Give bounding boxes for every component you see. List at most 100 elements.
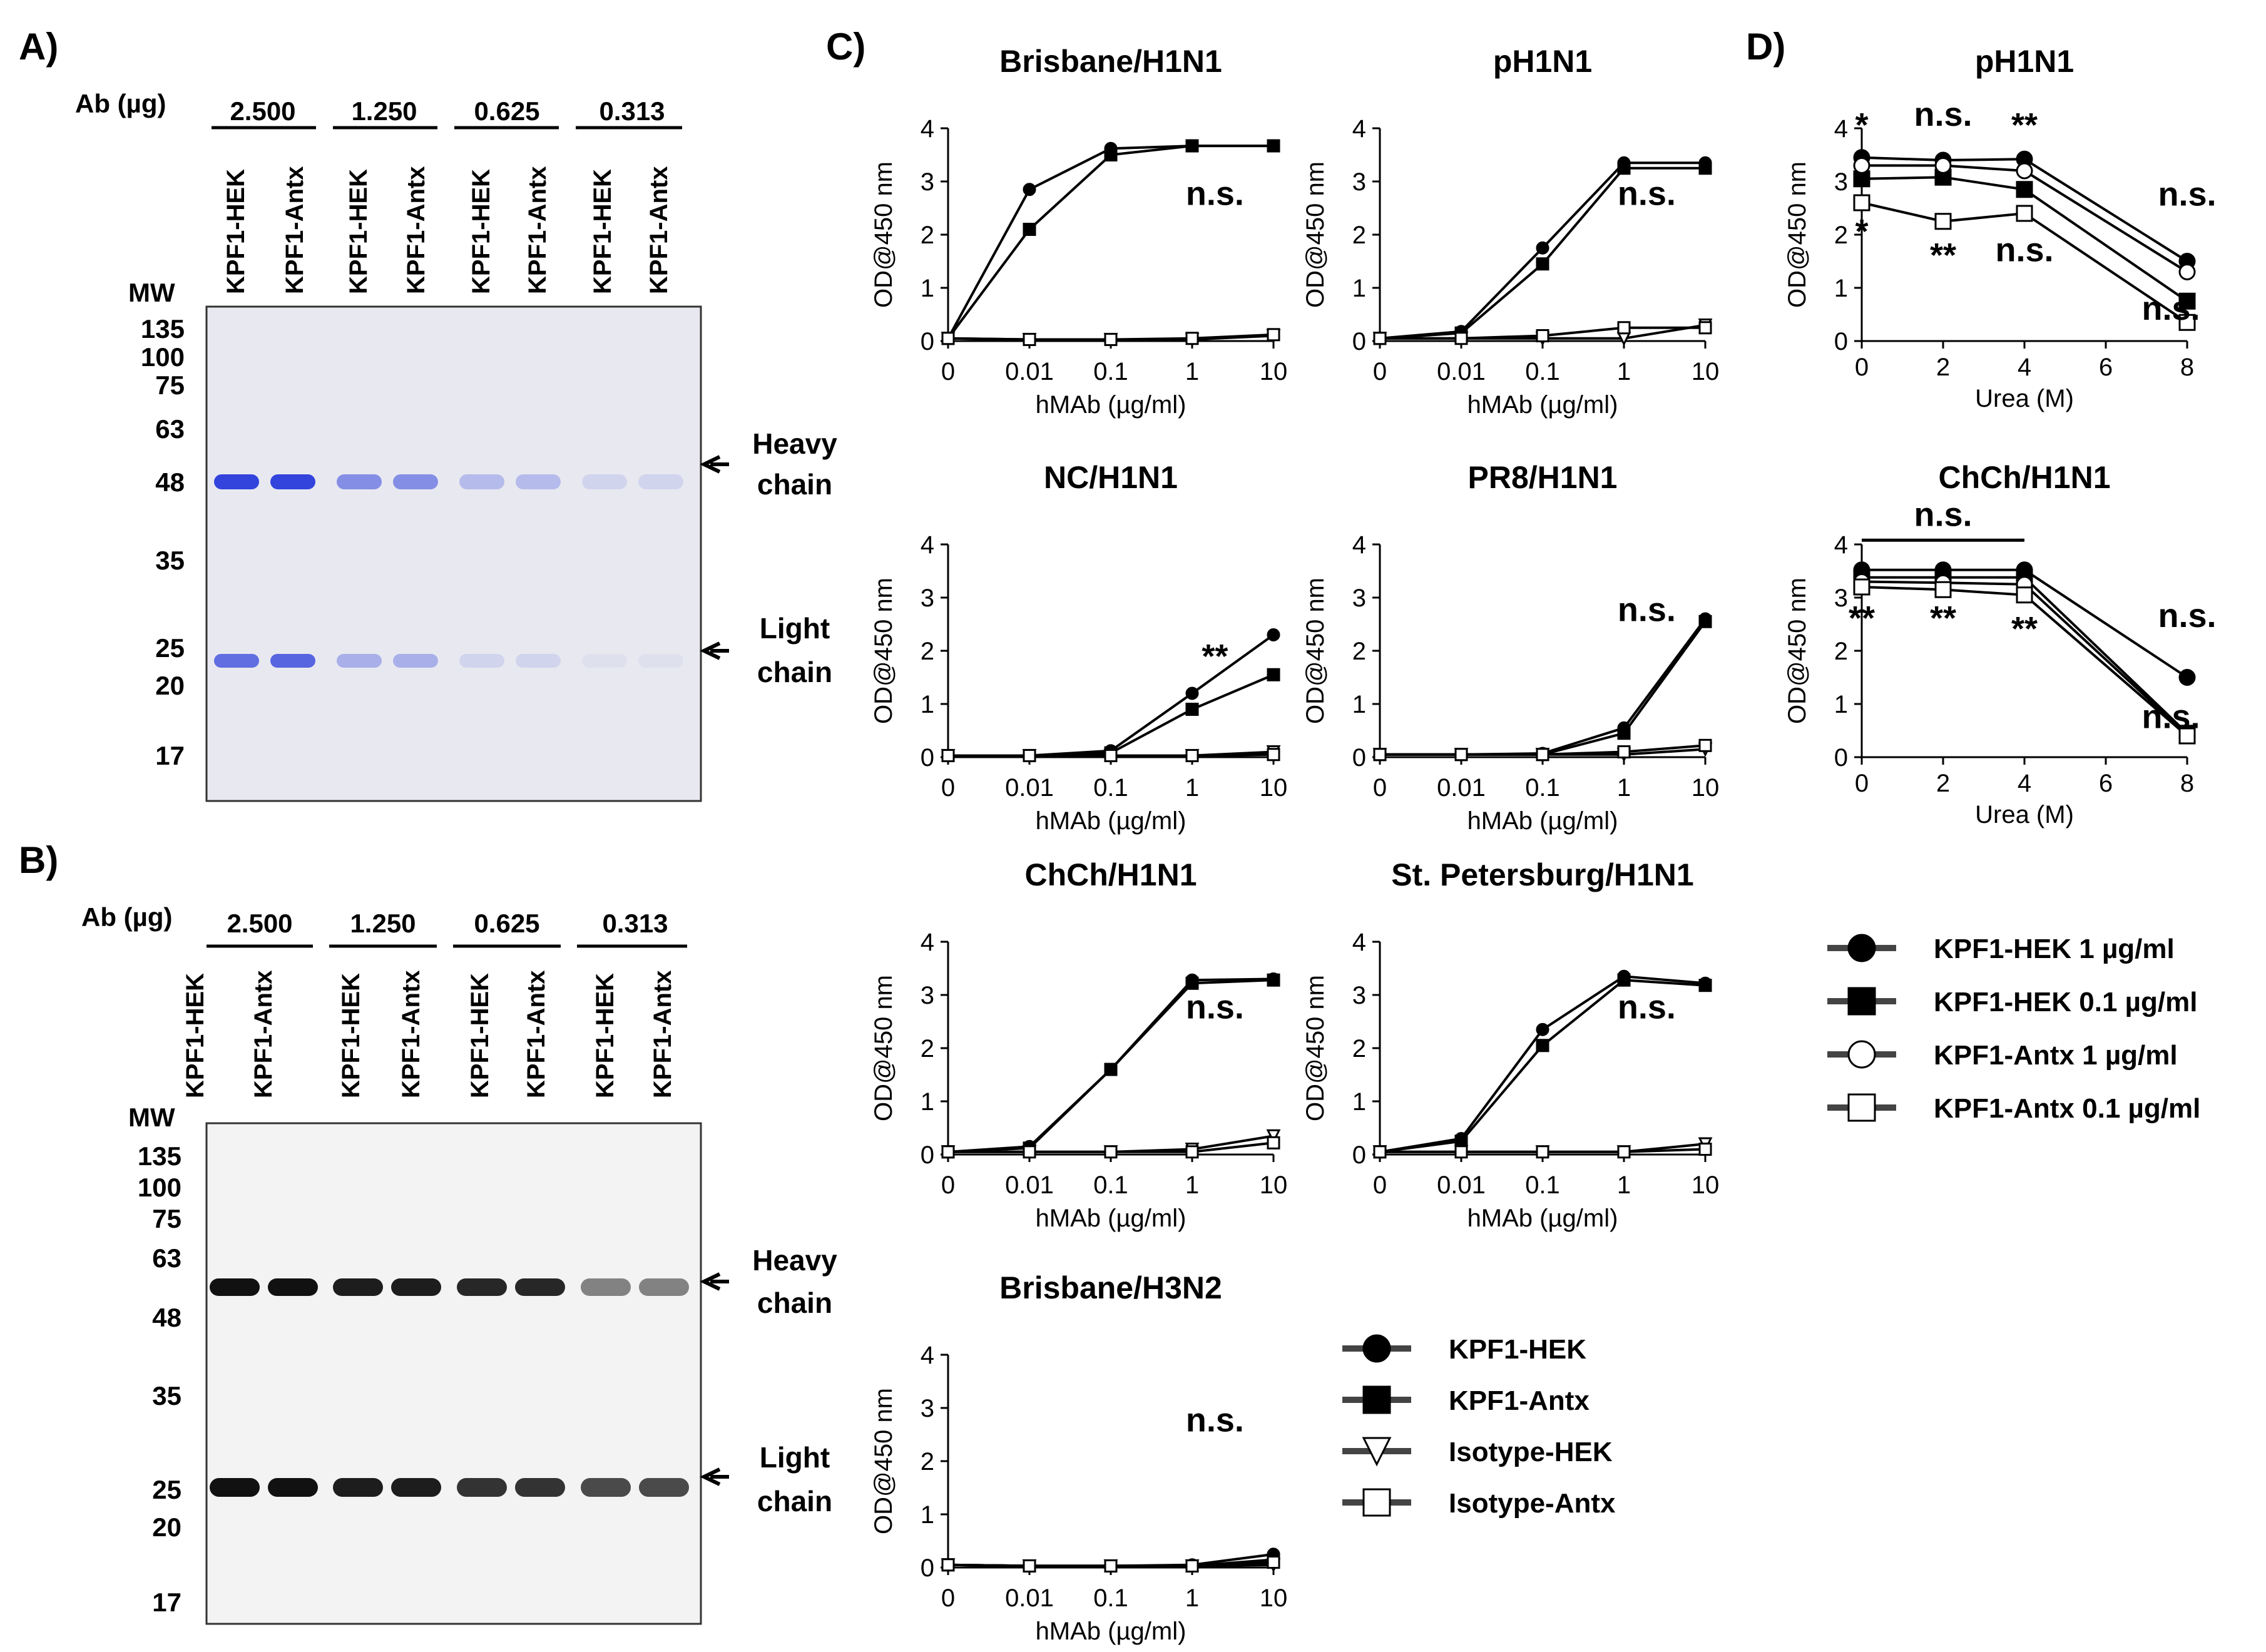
x-tick-label: 4 [2018,354,2031,381]
chart-title: ChCh/H1N1 [1938,460,2110,495]
data-point-isotype-antx [1536,329,1549,342]
gel-a-lane-label: KPF1-Antx [281,166,309,294]
annotation: ** [1849,599,1875,637]
data-point-kpf1-antx [1698,161,1712,175]
x-tick-label: 0 [941,1171,955,1199]
gel-b-light-bands [210,1478,689,1497]
data-point-isotype-antx [1023,748,1036,762]
chart-title: Brisbane/H1N1 [999,44,1222,79]
gel-b-lane-label: KPF1-HEK [466,973,494,1098]
gel-a-dose-1: 2.500 [230,96,295,126]
y-axis-label: OD@450 nm [870,161,897,308]
x-tick-label: 10 [1692,358,1720,385]
gel-a-heavy-band [459,474,504,489]
data-point-kpf1-antx-1-g-ml [1853,157,1870,174]
y-tick-label: 1 [921,1501,934,1529]
x-tick-label: 1 [1617,774,1631,802]
chart-chch-h1n1: ChCh/H1N1 0 1 2 3 4 0 0.01 0.1 1 10 hMAb (µg/ml) OD@… [870,857,1287,1232]
y-tick-label: 2 [1834,638,1848,665]
gel-a-light-band [270,654,315,668]
x-axis-label: Urea (M) [1975,801,2074,829]
x-tick-label: 6 [2099,354,2113,381]
data-point-kpf1-antx [1185,703,1199,716]
y-tick-label: 1 [921,275,934,302]
data-point-kpf1-antx-0-1-g-ml [1934,581,1952,598]
y-tick-label: 1 [1834,275,1848,302]
y-tick-label: 4 [1352,115,1366,143]
chart-urea-chch-h1n1: ChCh/H1N1 0 1 2 3 4 0 2 4 6 8 Urea (M) OD@450 nm n.s.… [1784,460,2217,829]
y-tick-label: 1 [1352,691,1366,718]
gel-a-light-band [393,654,438,668]
gel-b-heavy-label: chain [757,1287,832,1319]
data-point-kpf1-antx [1185,976,1199,990]
legend-d: KPF1-HEK 1 µg/ml KPF1-HEK 0.1 µg/ml KPF1-A… [1827,934,2200,1124]
x-axis-label: hMAb (µg/ml) [1467,391,1618,419]
data-point-isotype-antx [1373,1145,1387,1159]
gel-b: Ab (µg) 2.500 1.250 0.625 0.313 KPF1-HEK… [81,902,837,1625]
x-tick-label: 0 [941,358,955,385]
y-tick-label: 3 [1834,584,1848,612]
x-tick-label: 1 [1185,1171,1199,1199]
annotation: n.s. [2158,597,2216,635]
annotation: n.s. [1186,1401,1244,1439]
y-tick-label: 1 [1834,691,1848,718]
y-tick-label: 4 [1352,929,1366,956]
data-point-kpf1-antx [1267,973,1280,987]
x-tick-label: 0.1 [1525,1171,1560,1199]
data-point-kpf1-antx-0-1-g-ml [1853,194,1870,212]
y-tick-label: 0 [1352,1141,1366,1169]
x-tick-label: 2 [1936,770,1950,797]
data-point-isotype-antx [1454,1145,1468,1159]
data-point-kpf1-hek [1185,686,1199,700]
chart-title: Brisbane/H3N2 [999,1270,1222,1305]
x-axis-label: hMAb (µg/ml) [1467,807,1618,835]
y-tick-label: 3 [1352,982,1366,1009]
x-tick-label: 1 [1185,1584,1199,1612]
annotation: n.s. [2141,290,2200,327]
x-tick-label: 1 [1185,358,1199,385]
gel-b-lane-label: KPF1-HEK [591,973,619,1098]
gel-b-heavy-bands [210,1278,689,1296]
gel-a-lane-label: KPF1-HEK [222,169,250,294]
legend-label: KPF1-HEK 0.1 µg/ml [1934,987,2197,1017]
data-point-kpf1-hek-0-1-g-ml [2016,181,2033,198]
gel-b-heavy-band [581,1278,631,1296]
gel-a-heavy-band [337,474,382,489]
data-point-isotype-antx [1617,321,1631,335]
x-tick-label: 0.01 [1437,774,1486,802]
y-axis-label: OD@450 nm [870,1388,897,1534]
data-point-isotype-antx [1698,1143,1712,1156]
x-tick-label: 2 [1936,354,1950,381]
x-tick-label: 0.01 [1005,774,1054,802]
data-point-isotype-antx [1023,332,1036,346]
gel-b-light-band [515,1478,565,1497]
data-point-kpf1-antx-1-g-ml [2178,263,2196,280]
y-tick-label: 3 [1834,168,1848,196]
series-line-kpf1-antx-1-g-ml [1861,580,2188,736]
data-point-isotype-antx [1267,1556,1280,1569]
gel-a-heavy-band [393,474,438,489]
y-tick-label: 4 [1352,531,1366,559]
gel-b-mw-label: MW [128,1103,175,1132]
annotation: n.s. [1995,232,2053,269]
annotation: ** [1930,599,1956,637]
x-axis-label: hMAb (µg/ml) [1036,391,1187,419]
gel-a-heavy-label: Heavy [752,427,837,460]
annotation: ** [1202,638,1228,675]
data-point-kpf1-antx-0-1-g-ml [2178,727,2196,745]
x-tick-label: 1 [1185,774,1199,802]
annotation: ** [2011,106,2038,144]
x-tick-label: 0.01 [1005,1584,1054,1612]
y-tick-label: 0 [921,328,934,355]
data-point-kpf1-antx [1023,223,1036,236]
x-tick-label: 0 [1855,770,1869,797]
annotation: n.s. [2158,175,2216,213]
legend-marker-kpf1-antx [1362,1385,1391,1414]
gel-b-heavy-band [333,1278,383,1296]
panel-label-c: C) [826,26,865,68]
x-tick-label: 10 [1260,358,1288,385]
y-tick-label: 0 [921,744,934,772]
data-point-isotype-antx [1617,1145,1631,1159]
gel-b-dose-3: 0.625 [474,909,539,938]
y-tick-label: 4 [921,929,934,956]
